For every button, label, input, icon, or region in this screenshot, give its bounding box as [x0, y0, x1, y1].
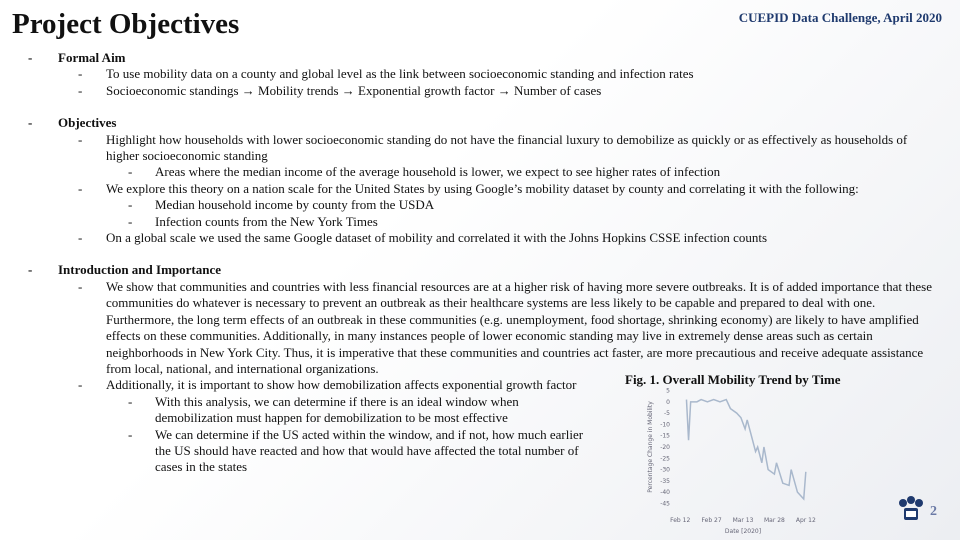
sub-bullet: Median household income by county from t… [0, 197, 940, 214]
bullet: We explore this theory on a nation scale… [0, 181, 940, 198]
bullet: To use mobility data on a county and glo… [0, 66, 940, 83]
sub-bullet: We can determine if the US acted within … [0, 427, 595, 476]
x-axis-label: Date [2020] [725, 528, 761, 535]
y-tick-label: -25 [660, 455, 670, 462]
sub-bullet: Infection counts from the New York Times [0, 214, 940, 231]
y-tick-label: -35 [660, 478, 670, 485]
bullet: Additionally, it is important to show ho… [0, 377, 586, 394]
section: Introduction and ImportanceWe show that … [0, 262, 940, 475]
bullet: Highlight how households with lower soci… [0, 132, 940, 165]
x-tick-label: Feb 12 [670, 517, 690, 524]
y-tick-label: -40 [660, 489, 670, 496]
page-number: 2 [930, 504, 937, 519]
y-tick-label: -5 [664, 410, 670, 417]
section-heading: Introduction and Importance [0, 262, 940, 279]
bullet: Socioeconomic standings → Mobility trend… [0, 83, 940, 100]
section-heading: Objectives [0, 115, 940, 132]
x-tick-label: Mar 13 [733, 517, 754, 524]
logo [899, 496, 923, 520]
x-tick-label: Apr 12 [796, 517, 816, 524]
section-heading: Formal Aim [0, 50, 940, 67]
content: Formal AimTo use mobility data on a coun… [0, 50, 940, 492]
x-tick-label: Feb 27 [702, 517, 722, 524]
bullet: We show that communities and countries w… [0, 279, 940, 377]
x-tick-label: Mar 28 [764, 517, 785, 524]
sub-bullet: With this analysis, we can determine if … [0, 394, 595, 427]
figure-caption: Fig. 1. Overall Mobility Trend by Time [625, 372, 841, 387]
data-line [685, 398, 807, 501]
title: Project Objectives [12, 8, 240, 40]
sub-bullet: Areas where the median income of the ave… [0, 164, 940, 181]
y-tick-label: -20 [660, 444, 670, 451]
y-tick-label: -45 [660, 500, 670, 507]
y-tick-label: 0 [666, 399, 670, 406]
section: ObjectivesHighlight how households with … [0, 115, 940, 247]
y-tick-label: -10 [660, 421, 670, 428]
y-tick-label: 5 [666, 388, 670, 395]
section: Formal AimTo use mobility data on a coun… [0, 50, 940, 100]
y-tick-label: -30 [660, 467, 670, 474]
y-tick-label: -15 [660, 433, 670, 440]
event: CUEPID Data Challenge, April 2020 [738, 10, 942, 25]
bullet: On a global scale we used the same Googl… [0, 230, 940, 247]
y-axis-label: Percentage Change in Mobility [647, 401, 654, 493]
